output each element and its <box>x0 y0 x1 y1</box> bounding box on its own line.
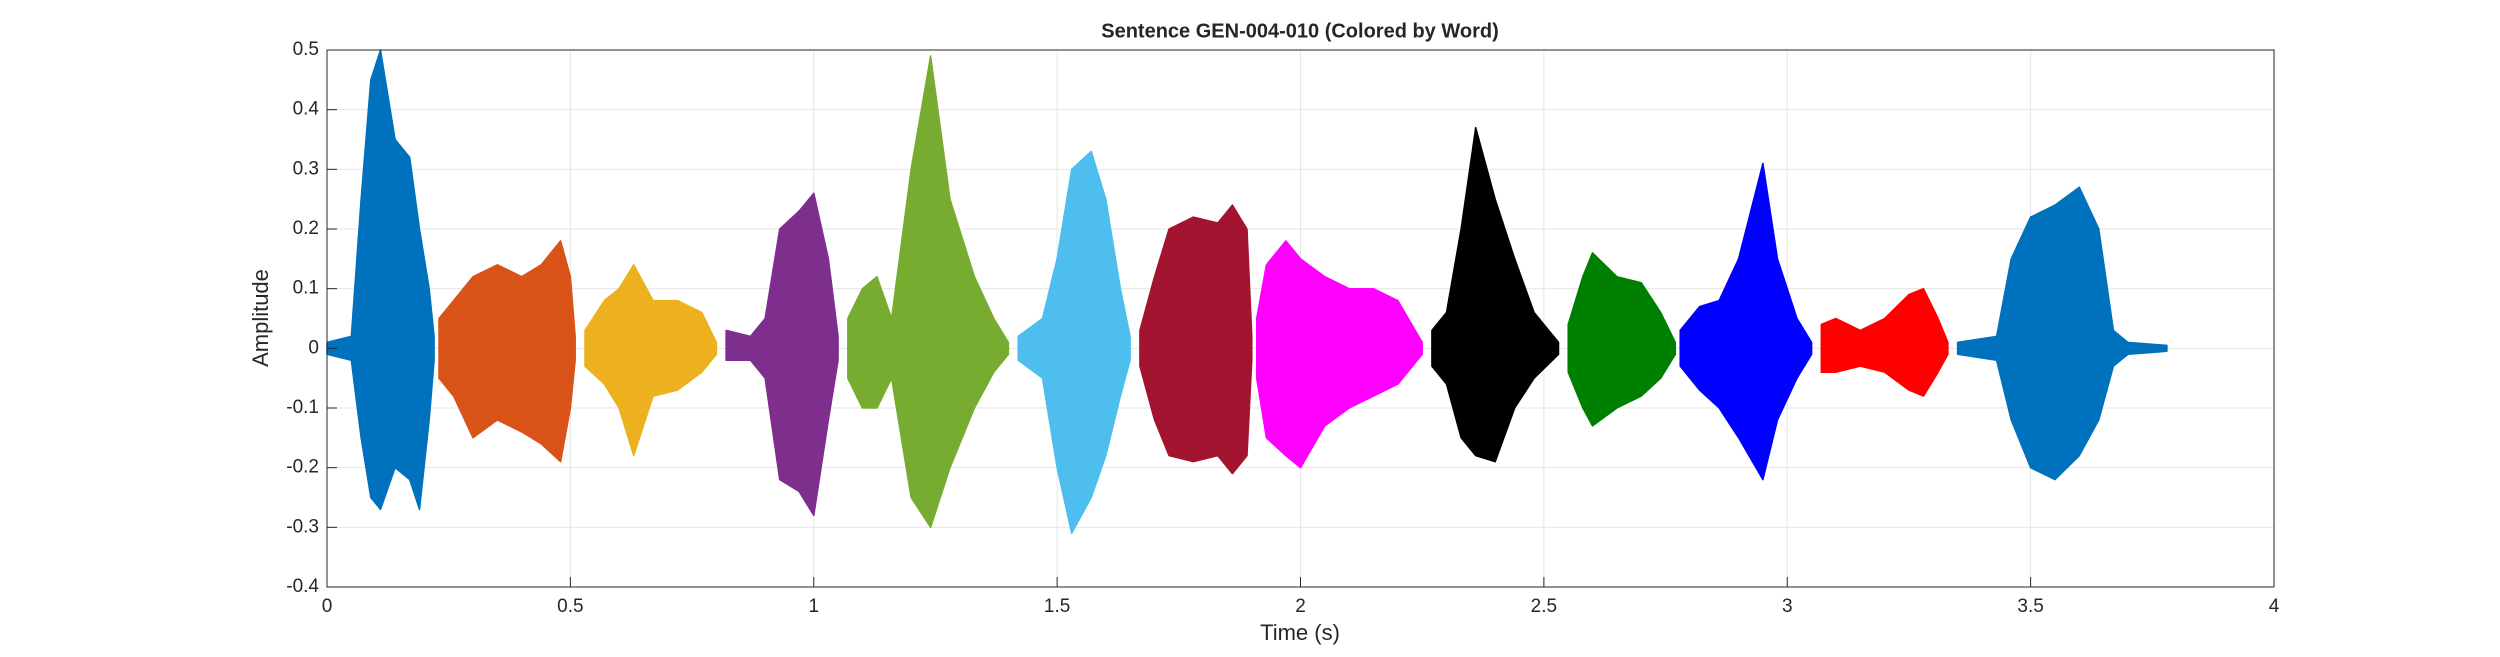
chart-title: Sentence GEN-004-010 (Colored by Word) <box>1101 20 1499 42</box>
ticks: 0 0.5 1 1.5 2 2.5 3 3.5 4 -0.4 -0.3 -0.2 -0.1 0 0.1 0.2… <box>286 39 2279 617</box>
y-tick-label: 0.5 <box>293 39 319 60</box>
x-tick-label: 0 <box>322 596 333 617</box>
y-tick-label: 0.2 <box>293 218 319 239</box>
x-tick-label: 4 <box>2269 596 2280 617</box>
waveform-envelope <box>584 264 718 457</box>
waveform-envelope <box>1255 240 1423 469</box>
y-tick-label: 0.4 <box>293 99 320 120</box>
waveform-envelope <box>326 49 435 511</box>
x-tick-label: 0.5 <box>557 596 583 617</box>
y-tick-label: 0.3 <box>293 158 319 179</box>
x-tick-label: 1 <box>808 596 819 617</box>
x-tick-label: 2 <box>1295 596 1306 617</box>
waveform-envelope <box>1139 204 1253 475</box>
y-tick-label: 0.1 <box>293 278 319 299</box>
y-tick-label: -0.1 <box>286 397 319 418</box>
waveform-envelope <box>1017 150 1131 535</box>
waveform-envelope <box>1820 287 1949 397</box>
x-axis-label: Time (s) <box>1260 620 1340 645</box>
waveform-envelope <box>847 55 1010 529</box>
waveform-envelope <box>725 192 839 517</box>
waveforms <box>326 49 2168 535</box>
waveform-envelope <box>1956 186 2168 481</box>
x-tick-label: 3.5 <box>2017 596 2043 617</box>
waveform-envelope <box>1679 162 1813 481</box>
waveform-envelope <box>1567 252 1677 427</box>
y-tick-label: -0.4 <box>286 576 319 597</box>
x-tick-label: 1.5 <box>1044 596 1070 617</box>
y-tick-label: -0.3 <box>286 516 319 537</box>
y-tick-label: -0.2 <box>286 457 319 478</box>
x-tick-label: 2.5 <box>1531 596 1557 617</box>
y-axis-label: Amplitude <box>248 269 273 367</box>
y-tick-label: 0 <box>308 337 319 358</box>
waveform-envelope <box>1431 126 1560 463</box>
waveform-envelope <box>438 240 576 463</box>
x-tick-label: 3 <box>1782 596 1793 617</box>
